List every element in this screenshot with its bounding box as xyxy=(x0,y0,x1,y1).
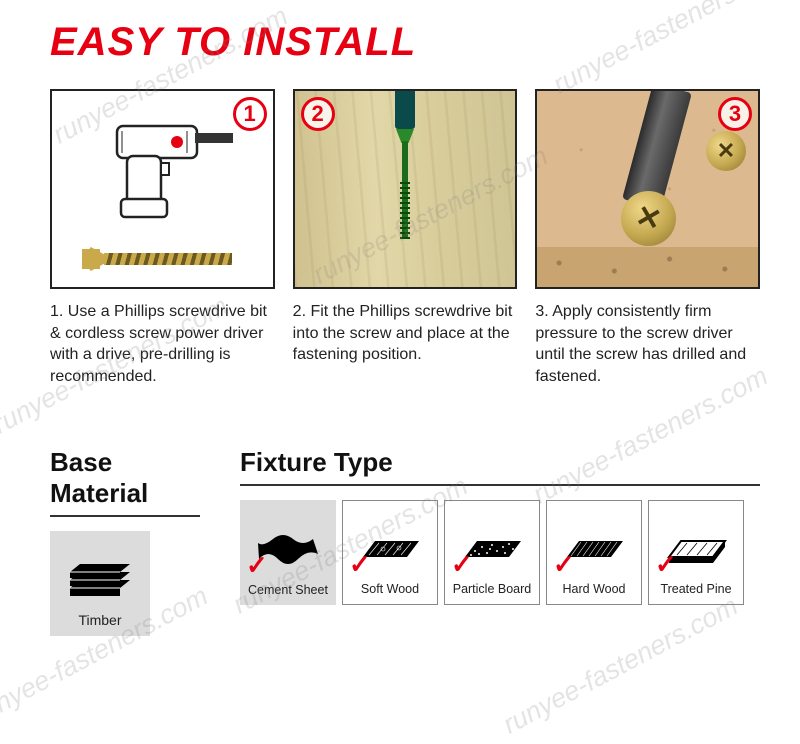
check-icon: ✓ xyxy=(553,549,575,580)
step-1: 1 1. Use a Phillips screwdrive bit & cor… xyxy=(50,89,275,387)
fixture-type-heading: Fixture Type xyxy=(240,447,760,486)
step-1-badge: 1 xyxy=(233,97,267,131)
step-2: 2 2. Fit the Phillips screwdrive bit int… xyxy=(293,89,518,387)
fixture-label: Hard Wood xyxy=(547,582,641,596)
step-3: 3 3. Apply consistently firm pressure to… xyxy=(535,89,760,387)
fixture-type-row: ✓ Cement Sheet xyxy=(240,500,760,605)
step-2-image: 2 xyxy=(293,89,518,289)
fixture-treated-pine: ✓ Treated Pine xyxy=(648,500,744,605)
screw-icon xyxy=(400,129,410,239)
check-icon: ✓ xyxy=(655,549,677,580)
screw-head-icon xyxy=(706,131,746,171)
base-material-timber: Timber xyxy=(50,531,150,636)
screw-icon xyxy=(82,249,232,269)
base-material-label: Timber xyxy=(78,612,121,628)
drill-bit-icon xyxy=(395,91,415,129)
step-1-image: 1 xyxy=(50,89,275,289)
step-2-caption: 2. Fit the Phillips screwdrive bit into … xyxy=(293,301,518,366)
drill-icon xyxy=(107,111,237,221)
fixture-hard-wood: ✓ Hard Wood xyxy=(546,500,642,605)
timber-stack-icon xyxy=(65,560,135,600)
steps-row: 1 1. Use a Phillips screwdrive bit & cor… xyxy=(50,89,760,387)
fixture-label: Treated Pine xyxy=(649,582,743,596)
fixture-label: Particle Board xyxy=(445,582,539,596)
fixture-particle-board: ✓ Particle Board xyxy=(444,500,540,605)
check-icon: ✓ xyxy=(451,549,473,580)
step-3-badge: 3 xyxy=(718,97,752,131)
base-material-section: Base Material xyxy=(50,447,200,636)
check-icon: ✓ xyxy=(246,550,268,581)
step-2-badge: 2 xyxy=(301,97,335,131)
check-icon: ✓ xyxy=(349,549,371,580)
bottom-section: Base Material xyxy=(50,447,760,636)
step-1-caption: 1. Use a Phillips screwdrive bit & cordl… xyxy=(50,301,275,387)
fixture-label: Cement Sheet xyxy=(240,583,336,597)
fixture-type-section: Fixture Type ✓ Cement Sheet xyxy=(240,447,760,605)
fixture-label: Soft Wood xyxy=(343,582,437,596)
fixture-cement-sheet: ✓ Cement Sheet xyxy=(240,500,336,605)
step-3-image: 3 xyxy=(535,89,760,289)
page-title: EASY TO INSTALL xyxy=(50,20,760,65)
fixture-soft-wood: ✓ Soft Wood xyxy=(342,500,438,605)
step-3-caption: 3. Apply consistently firm pressure to t… xyxy=(535,301,760,387)
base-material-heading: Base Material xyxy=(50,447,200,517)
